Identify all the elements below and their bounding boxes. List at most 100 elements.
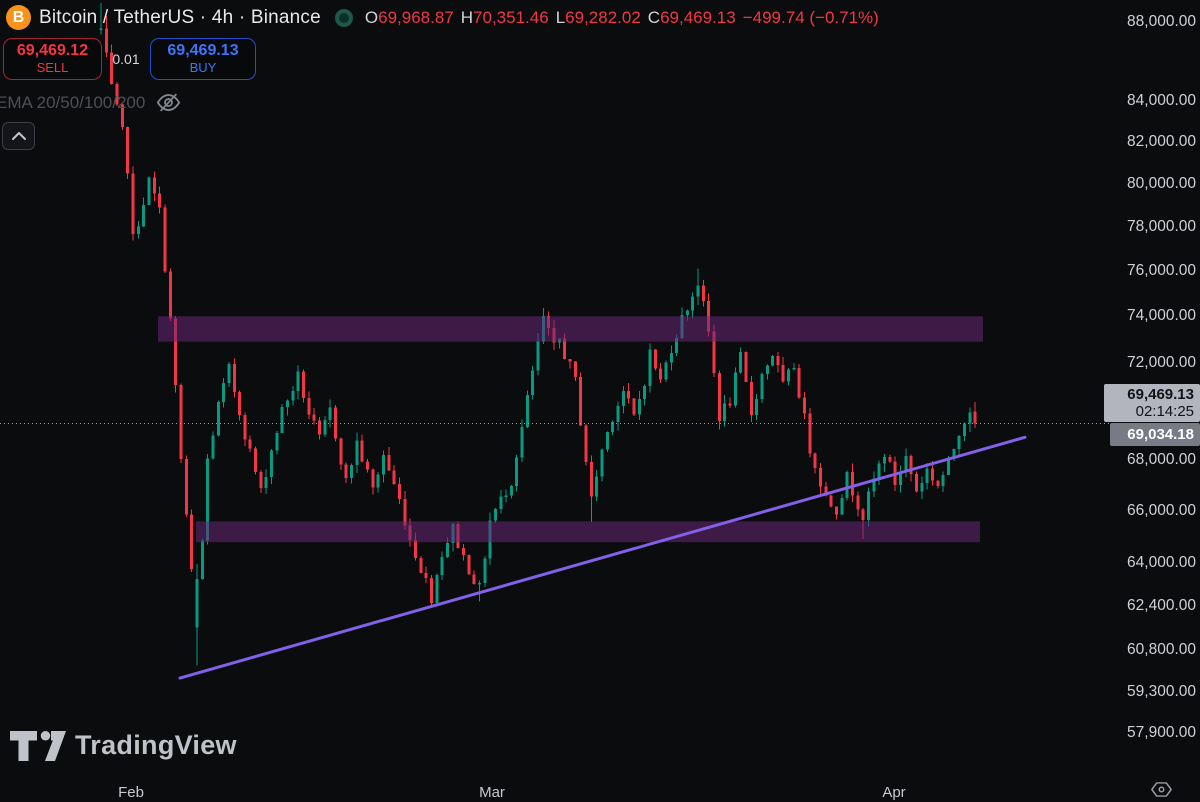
- candle-body: [381, 455, 385, 475]
- candle-body: [701, 285, 705, 301]
- candle-body: [877, 463, 881, 479]
- candle-body: [493, 509, 497, 521]
- symbol-legend[interactable]: B Bitcoin / TetherUS · 4h · Binance O69,…: [6, 5, 879, 30]
- candle-body: [787, 369, 791, 382]
- candle-body: [717, 372, 721, 421]
- candle-body: [771, 356, 775, 366]
- candle-body: [899, 471, 902, 485]
- spread-value: 0.01: [112, 51, 140, 67]
- close-label: C: [647, 7, 661, 27]
- candle-body: [334, 407, 338, 439]
- market-status-icon[interactable]: [334, 8, 353, 27]
- candle-body: [691, 296, 695, 311]
- candle-body: [829, 495, 833, 507]
- candle-body: [163, 207, 167, 272]
- buy-button[interactable]: 69,469.13 BUY: [150, 38, 256, 80]
- candle-body: [739, 351, 743, 373]
- candle-body: [307, 398, 311, 415]
- candle-body: [499, 496, 503, 510]
- candle-body: [797, 367, 801, 398]
- candle-body: [397, 483, 401, 499]
- candle-body: [355, 440, 359, 466]
- candle-body: [509, 485, 513, 496]
- candle-body: [413, 539, 417, 558]
- price-tick: 84,000.00: [1127, 91, 1196, 109]
- candle-body: [200, 540, 204, 579]
- sell-button[interactable]: 69,469.12 SELL: [3, 38, 102, 80]
- bitcoin-icon: B: [6, 5, 31, 30]
- candle-body: [973, 411, 977, 424]
- candle-body: [653, 349, 657, 369]
- price-tick: 59,300.00: [1127, 683, 1196, 701]
- secondary-price-label: 69,034.18: [1110, 423, 1200, 446]
- candle-body: [168, 271, 172, 319]
- candle-body: [845, 471, 849, 498]
- candle-body: [435, 574, 439, 603]
- candle-body: [941, 474, 945, 487]
- candle-body: [259, 472, 263, 488]
- candle-body: [302, 371, 306, 399]
- candle-body: [461, 547, 465, 555]
- indicator-label[interactable]: EMA 20/50/100/200: [0, 92, 146, 112]
- candle-body: [254, 448, 258, 473]
- price-tick: 74,000.00: [1127, 307, 1196, 325]
- candle-body: [813, 453, 817, 469]
- candle-body: [142, 204, 146, 227]
- candle-body: [925, 468, 929, 483]
- candle-body: [621, 390, 625, 406]
- price-tick: 64,000.00: [1127, 553, 1196, 571]
- candle-body: [648, 349, 652, 386]
- candle-body: [339, 438, 343, 465]
- candle-body: [723, 403, 727, 421]
- candle-body: [126, 126, 130, 174]
- candle-body: [851, 471, 855, 496]
- candle-body: [115, 83, 119, 105]
- candle-body: [920, 482, 924, 492]
- candle-body: [659, 368, 663, 380]
- candle-body: [946, 458, 950, 475]
- supply-zone-rect[interactable]: [158, 316, 983, 342]
- indicator-legend[interactable]: EMA 20/50/100/200: [0, 89, 182, 116]
- price-tick: 76,000.00: [1127, 261, 1196, 279]
- trendline[interactable]: [178, 435, 1027, 680]
- candle-body: [376, 474, 380, 488]
- candle-body: [904, 455, 908, 472]
- candle-body: [525, 394, 529, 427]
- candle-body: [611, 422, 615, 433]
- candle-body: [174, 318, 178, 385]
- legend-collapse-button[interactable]: [2, 122, 35, 150]
- candle-body: [350, 465, 354, 479]
- price-tick: 82,000.00: [1127, 132, 1196, 150]
- low-value: 69,282.02: [565, 7, 641, 27]
- eye-off-icon[interactable]: [155, 89, 182, 116]
- time-tick-mar: Mar: [479, 784, 505, 801]
- candle-body: [803, 397, 807, 414]
- candle-body: [707, 300, 711, 332]
- candle-body: [520, 426, 524, 458]
- candle-body: [968, 412, 972, 424]
- secondary-price-value: 69,034.18: [1127, 426, 1194, 443]
- candle-body: [110, 52, 114, 84]
- candle-body: [184, 459, 188, 515]
- candle-body: [120, 104, 124, 127]
- candle-body: [291, 391, 295, 401]
- candle-body: [429, 578, 433, 603]
- last-price-label: 69,469.13 02:14:25: [1104, 384, 1200, 422]
- candle-body: [158, 193, 162, 208]
- axis-settings-button[interactable]: [1150, 778, 1172, 800]
- candle-body: [627, 390, 631, 399]
- candle-body: [600, 449, 604, 477]
- price-tick: 66,000.00: [1127, 501, 1196, 519]
- symbol-title[interactable]: Bitcoin / TetherUS · 4h · Binance: [39, 6, 321, 28]
- candle-body: [227, 363, 231, 383]
- buy-price: 69,469.13: [167, 41, 239, 59]
- demand-zone-rect[interactable]: [196, 521, 980, 543]
- candle-body: [914, 473, 918, 492]
- tradingview-logo-icon: [10, 730, 66, 761]
- candle-body: [504, 495, 508, 498]
- candle-body: [664, 362, 668, 380]
- last-price-value: 69,469.13: [1127, 386, 1194, 403]
- sell-label: SELL: [36, 60, 69, 76]
- price-tick: 88,000.00: [1127, 13, 1196, 30]
